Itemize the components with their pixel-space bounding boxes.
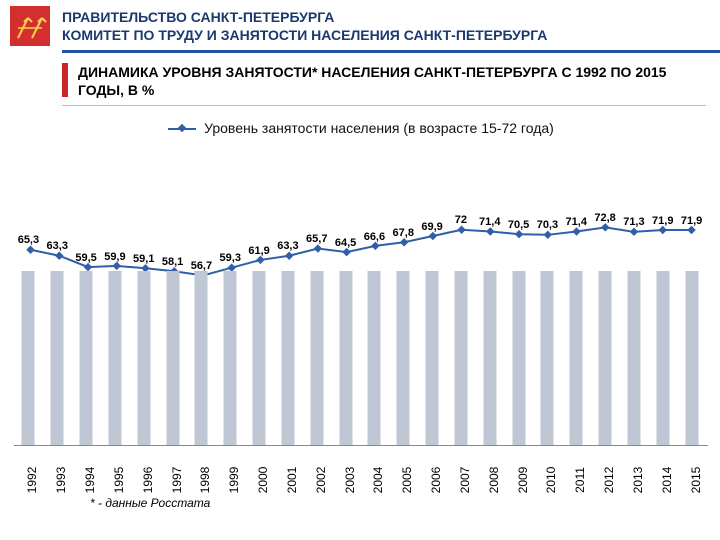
x-tick-label: 1996 [141, 467, 155, 494]
bar [512, 271, 525, 445]
x-tick-label: 1993 [54, 467, 68, 494]
x-tick-label: 2015 [689, 467, 703, 494]
bar [570, 271, 583, 445]
bar [253, 271, 266, 445]
data-label: 71,9 [681, 215, 702, 227]
x-tick-label: 2006 [429, 467, 443, 494]
subtitle-block: ДИНАМИКА УРОВНЯ ЗАНЯТОСТИ* НАСЕЛЕНИЯ САН… [0, 53, 720, 105]
bar [627, 271, 640, 445]
legend-label: Уровень занятости населения (в возрасте … [204, 120, 554, 136]
legend-marker-icon [168, 128, 196, 130]
data-label: 63,3 [47, 240, 68, 252]
x-tick-label: 1995 [112, 467, 126, 494]
data-label: 65,3 [18, 234, 39, 246]
header-text: ПРАВИТЕЛЬСТВО САНКТ-ПЕТЕРБУРГА КОМИТЕТ П… [62, 8, 547, 44]
data-label: 59,1 [133, 253, 154, 265]
legend: Уровень занятости населения (в возрасте … [10, 120, 712, 136]
bar [483, 271, 496, 445]
bar [541, 271, 554, 445]
x-tick-label: 1999 [227, 467, 241, 494]
x-tick-label: 2003 [343, 467, 357, 494]
bar [426, 271, 439, 445]
emblem-icon [10, 6, 50, 46]
data-label: 58,1 [162, 256, 183, 268]
data-label: 67,8 [393, 227, 414, 239]
bar [454, 271, 467, 445]
data-label: 71,3 [623, 216, 644, 228]
data-label: 71,4 [566, 216, 587, 228]
bar [685, 271, 698, 445]
header-line2: КОМИТЕТ ПО ТРУДУ И ЗАНЯТОСТИ НАСЕЛЕНИЯ С… [62, 26, 547, 44]
bar [224, 271, 237, 445]
plot: 65,3 63,3 59,5 59,9 59,1 58,1 56,7 59,3 61,9 63,3… [14, 146, 708, 446]
data-label: 71,4 [479, 216, 500, 228]
subtitle-text: ДИНАМИКА УРОВНЯ ЗАНЯТОСТИ* НАСЕЛЕНИЯ САН… [78, 63, 708, 99]
x-axis-labels: 1992199319941995199619971998199920002001… [14, 448, 708, 488]
bar [195, 271, 208, 445]
data-label: 64,5 [335, 237, 356, 249]
x-tick-label: 2007 [458, 467, 472, 494]
chart-area: Уровень занятости населения (в возрасте … [10, 120, 712, 490]
bar [310, 271, 323, 445]
data-label: 59,3 [220, 252, 241, 264]
bar [137, 271, 150, 445]
data-label: 69,9 [421, 221, 442, 233]
x-tick-label: 1994 [83, 467, 97, 494]
data-label: 70,5 [508, 219, 529, 231]
x-tick-label: 2004 [371, 467, 385, 494]
bar [339, 271, 352, 445]
data-label: 61,9 [248, 245, 269, 257]
x-tick-label: 2011 [573, 467, 587, 493]
bar [368, 271, 381, 445]
bar [656, 271, 669, 445]
bar [166, 271, 179, 445]
x-tick-label: 2012 [602, 467, 616, 494]
header: ПРАВИТЕЛЬСТВО САНКТ-ПЕТЕРБУРГА КОМИТЕТ П… [0, 0, 720, 50]
data-label: 59,5 [75, 252, 96, 264]
data-label: 66,6 [364, 231, 385, 243]
data-label: 72,8 [594, 212, 615, 224]
bar [281, 271, 294, 445]
x-tick-label: 2014 [660, 467, 674, 494]
bar [397, 271, 410, 445]
data-label: 70,3 [537, 219, 558, 231]
x-tick-label: 1997 [170, 467, 184, 494]
x-tick-label: 2013 [631, 467, 645, 494]
x-tick-label: 1992 [25, 467, 39, 494]
data-label: 72 [455, 214, 467, 226]
bar [108, 271, 121, 445]
data-label: 59,9 [104, 251, 125, 263]
x-tick-label: 2010 [544, 467, 558, 494]
subtitle-accent-bar [62, 63, 68, 97]
x-tick-label: 1998 [198, 467, 212, 494]
x-tick-label: 2000 [256, 467, 270, 494]
x-tick-label: 2002 [314, 467, 328, 494]
bar [22, 271, 35, 445]
bar [51, 271, 64, 445]
data-label: 65,7 [306, 233, 327, 245]
subtitle-underline [62, 105, 706, 106]
bar [80, 271, 93, 445]
data-label: 71,9 [652, 215, 673, 227]
x-tick-label: 2009 [516, 467, 530, 494]
x-tick-label: 2001 [285, 467, 299, 494]
x-tick-label: 2005 [400, 467, 414, 494]
footnote: * - данные Росстата [0, 496, 720, 510]
data-label: 56,7 [191, 260, 212, 272]
data-label: 63,3 [277, 240, 298, 252]
x-tick-label: 2008 [487, 467, 501, 494]
bar [599, 271, 612, 445]
header-line1: ПРАВИТЕЛЬСТВО САНКТ-ПЕТЕРБУРГА [62, 8, 547, 26]
